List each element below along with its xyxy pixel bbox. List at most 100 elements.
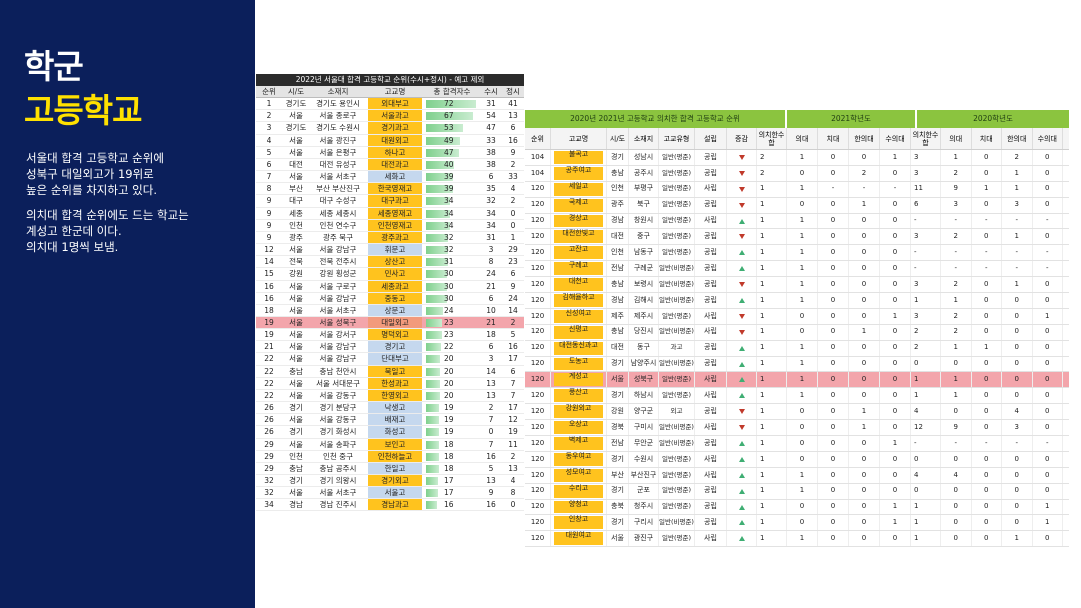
value-2021-cell: 0 (880, 197, 911, 213)
school-cell: 한일고 (366, 462, 424, 474)
location-cell: 대전 유성구 (319, 159, 357, 169)
school-name: 중동고 (368, 292, 422, 304)
value-2020-cell: 0 (1033, 340, 1063, 356)
rank-cell: 32 (264, 488, 274, 498)
susi-cell: 32 (486, 196, 496, 206)
value-2021-cell: 1 (757, 531, 787, 547)
establish-cell: 공립 (695, 515, 727, 531)
table-row: 120 대천고 충남 보령시 일반(비평준) 공립 1 1 0 0 0 3 2 0 1 0 (525, 277, 1069, 294)
value-2021-cell: 1 (787, 277, 818, 293)
sido-cell: 서울 (289, 330, 303, 340)
total-cell: 16 (424, 499, 480, 510)
table-row: 120 풍산고 경기 하남시 일반(평준) 사립 1 1 0 0 0 1 1 0 0 0 (525, 388, 1069, 405)
location-cell: 경기 의왕시 (319, 476, 357, 485)
location-cell: 서울 종로구 (319, 111, 357, 121)
total-value: 20 (444, 366, 454, 376)
sido-cell: 경기 (607, 451, 629, 467)
rank-cell: 1 (266, 99, 272, 109)
value-2020-cell: 0 (911, 483, 941, 499)
total-bar (426, 124, 463, 133)
value-2021-cell: 1 (787, 293, 818, 308)
table1-title: 2022년 서울대 합격 고등학교 순위(수시+정시) - 예고 제외 (256, 74, 524, 86)
type-cell: 일반(평준) (659, 372, 695, 388)
medical-ranking-table: 2020년 2021년 고등학교 의치한 합격 고등학교 순위 2021학년도 … (525, 110, 1069, 548)
location-cell: 경기 화성시 (319, 427, 357, 437)
value-2021-cell: 1 (757, 388, 787, 404)
paragraph-line: 서울대 합격 고등학교 순위에 (26, 151, 164, 165)
rank-cell: 26 (264, 427, 274, 437)
susi-cell: 2 (488, 403, 494, 413)
school-cell: 대원여고 (551, 531, 607, 547)
sido-cell: 대전 (607, 340, 629, 356)
value-2021-cell: 0 (880, 372, 911, 388)
value-2021-cell: 2 (757, 165, 787, 181)
value-2020-cell: 0 (941, 531, 972, 547)
header-total-med: 의치한수합 (911, 128, 941, 149)
sido-cell: 서울 (289, 293, 303, 303)
value-2020-cell: - (1002, 436, 1033, 451)
type-cell: 일반(비평준) (659, 420, 695, 436)
year-2020-header: 2020학년도 (917, 110, 1069, 128)
total-value: 23 (444, 330, 454, 340)
location-cell: 서울 강동구 (319, 415, 357, 425)
school-name: 경기과고 (368, 122, 422, 134)
establish-cell: 공립 (695, 229, 727, 245)
school-cell: 성모여고 (551, 467, 607, 483)
sido-cell: 서울 (289, 342, 303, 352)
table-row: 8 부산 부산 부산진구 한국영재고 39 35 4 (256, 183, 524, 196)
susi-cell: 6 (488, 342, 494, 352)
value-2020-cell: 0 (1033, 388, 1063, 404)
value-2021-cell: 0 (849, 467, 880, 483)
value-2020-cell: 0 (1002, 451, 1033, 467)
school-cell: 계성고 (551, 372, 607, 388)
value-2020-cell: 1 (1002, 181, 1033, 197)
total-cell: 31 (424, 256, 480, 267)
establish-cell: 사립 (695, 308, 727, 324)
table-row: 29 인천 인천 중구 인천하늘고 18 16 2 (256, 450, 524, 463)
location-cell: 수원시 (629, 451, 659, 467)
sido-cell: 충남 (289, 366, 303, 376)
value-2021-cell: 1 (787, 213, 818, 229)
total-value: 22 (444, 342, 454, 352)
arrow-down-icon (738, 425, 745, 431)
sido-cell: 경기 (289, 403, 303, 413)
school-cell: 오상고 (551, 420, 607, 436)
jungsi-cell: 1 (510, 232, 516, 242)
school-cell: 대천고 (551, 277, 607, 293)
header-oriental: 한의대 (849, 128, 880, 149)
header-rank: 순위 (262, 87, 276, 96)
total-cell: 30 (424, 293, 480, 304)
school-name: 서울과고 (368, 110, 422, 122)
total-bar (426, 464, 439, 473)
total-value: 39 (444, 172, 454, 182)
total-value: 18 (444, 463, 454, 473)
location-cell: 성남시 (629, 150, 659, 165)
type-cell: 일반(평준) (659, 213, 695, 229)
rank-cell: 29 (264, 463, 274, 473)
rank-cell: 12 (264, 245, 274, 255)
value-2020-cell: 0 (972, 308, 1002, 324)
value-2020-cell: 1 (941, 340, 972, 356)
value-2020-cell: - (941, 245, 972, 261)
value-2021-cell: 0 (880, 451, 911, 467)
total-bar (426, 197, 450, 206)
total-cell: 40 (424, 159, 480, 170)
establish-cell: 사립 (695, 372, 727, 388)
value-2020-cell: 4 (941, 467, 972, 483)
school-cell: 서울고 (366, 487, 424, 499)
value-2021-cell: 1 (787, 388, 818, 404)
value-2020-cell: - (911, 436, 941, 451)
school-cell: 공주여고 (551, 165, 607, 181)
value-2021-cell: 0 (787, 451, 818, 467)
total-value: 20 (444, 390, 454, 400)
establish-cell: 사립 (695, 388, 727, 404)
value-2021-cell: 2 (849, 165, 880, 181)
total-cell: 34 (424, 220, 480, 231)
sido-cell: 인천 (289, 220, 303, 230)
sido-cell: 경기 (289, 427, 303, 437)
location-cell: 인천 연수구 (319, 220, 357, 230)
rank-cell: 104 (525, 150, 551, 165)
school-cell: 풍산고 (551, 388, 607, 404)
value-2021-cell: 1 (787, 483, 818, 499)
school-name: 수리고 (554, 484, 603, 498)
